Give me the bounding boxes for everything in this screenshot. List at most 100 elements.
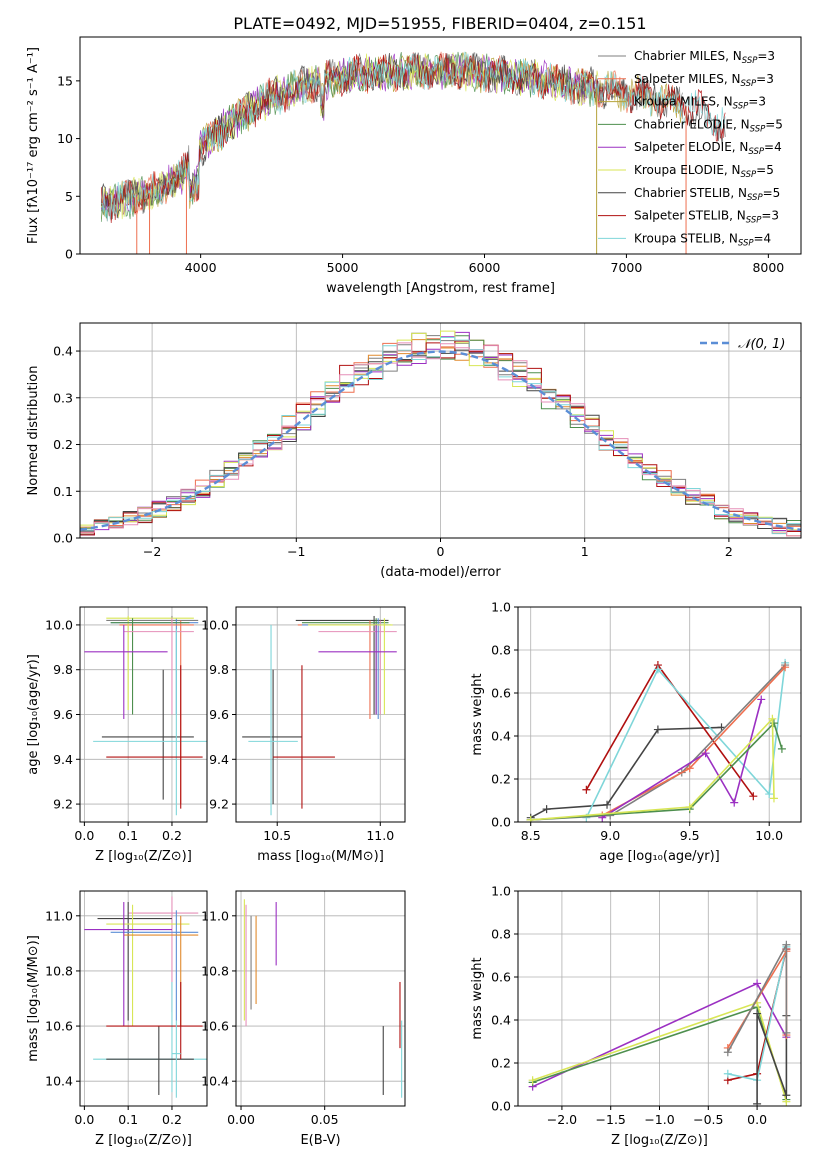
tick-label-y: 0.2 [491,1056,511,1071]
tick-label-y: 9.6 [53,707,73,722]
weight-marker [685,764,694,773]
tick-label-y: 10.6 [201,1019,229,1034]
x-axis-label: (data-model)/error [380,565,501,580]
x-axis-label: E(B-V) [300,1133,340,1148]
panel-mass_vs_EBV: 0.00 0.05 10.4 10.6 10.8 11.0 E(B-V) [201,890,406,1148]
tick-label-y: 9.4 [53,752,73,767]
tick-label-x: 0.2 [162,1112,182,1127]
plot-area [80,330,801,538]
legend-label: Salpeter ELODIE, NSSP=4 [634,140,782,157]
weight-marker [730,798,739,807]
axes-frame [235,890,406,1107]
tick-label-x: 0.00 [227,1112,255,1127]
tick-label-x: 8.5 [521,828,541,843]
panel-mass_weight_vs_age: 8.5 9.0 9.5 10.0 0.0 0.2 0.4 0.6 0.8 1.0 age [log₁… [470,600,802,864]
legend-label-gauss: 𝒩(0, 1) [738,337,785,352]
weight-marker [542,805,551,814]
weight-marker [723,1069,732,1078]
tick-label-x: 5000 [327,260,359,275]
weight-marker [782,940,791,949]
weight-marker [768,714,777,723]
tick-label-y: 0.4 [491,1013,511,1028]
tick-label-y: 9.2 [53,797,73,812]
tick-label-y: 0 [65,247,73,262]
tick-label-x: 10.0 [755,828,783,843]
y-axis-label: mass [log₁₀(M/M⊙)] [26,935,41,1062]
tick-label-y: 10.0 [45,617,73,632]
tick-label-y: 10.6 [45,1019,73,1034]
plot-area [242,615,397,816]
tick-label-x: 1 [581,544,589,559]
gauss-curve [80,350,801,531]
tick-label-y: 0.8 [491,927,511,942]
weight-marker [769,794,778,803]
weight-marker [753,979,762,988]
weight-marker [753,1099,762,1106]
weight-line [530,664,786,821]
weight-marker [701,749,710,758]
tick-label-x: 0 [437,544,445,559]
weight-marker [782,1091,791,1100]
tick-label-y: 1.0 [491,884,511,899]
tick-label-y: 10 [57,131,73,146]
tick-label-y: 0.2 [53,437,73,452]
tick-label-y: 0.6 [491,970,511,985]
tick-label-y: 1.0 [491,600,511,615]
legend-label: Kroupa STELIB, NSSP=4 [634,231,771,248]
plot-area [526,658,790,822]
tick-label-y: 9.4 [209,752,229,767]
legend-label: Kroupa MILES, NSSP=3 [634,95,766,112]
figure-title: PLATE=0492, MJD=51955, FIBERID=0404, z=0… [233,14,646,33]
weight-line [585,663,754,797]
weight-marker [603,800,612,809]
tick-label-x: 11.0 [366,828,394,843]
weight-marker [757,695,766,704]
legend-label: Chabrier MILES, NSSP=3 [634,49,775,66]
tick-label-x: 10.5 [263,828,291,843]
plot-area [243,899,403,1098]
x-axis-label: Z [log₁₀(Z/Z⊙)] [611,1133,708,1148]
tick-label-y: 0.4 [53,344,73,359]
tick-label-y: 0.4 [491,729,511,744]
weight-line [585,662,786,819]
y-axis-label: Normed distribution [26,366,41,496]
axes-frame [517,606,802,823]
tick-label-x: 9.0 [600,828,620,843]
tick-label-y: 10.8 [45,963,73,978]
weight-marker [528,1076,537,1085]
weight-marker [526,815,535,822]
tick-label-x: 7000 [611,260,643,275]
tick-label-y: 5 [65,189,73,204]
x-axis-label: wavelength [Angstrom, rest frame] [326,281,555,296]
weight-marker [782,1028,791,1037]
plot-area [84,896,207,1098]
x-axis-label: age [log₁₀(age/yr)] [599,849,720,864]
plot-area [100,51,726,254]
weight-marker [685,802,694,811]
tick-label-y: 10.0 [201,617,229,632]
legend-label: Kroupa ELODIE, NSSP=5 [634,163,774,180]
legend: Chabrier MILES, NSSP=3 Salpeter MILES, NS… [598,49,783,248]
tick-label-x: −1 [287,544,305,559]
tick-label-y: 10.4 [45,1074,73,1089]
tick-label-y: 11.0 [45,908,73,923]
legend-label: Salpeter MILES, NSSP=3 [634,72,774,89]
y-axis-label: age [log₁₀(age/yr)] [26,654,41,775]
tick-label-y: 0.6 [491,686,511,701]
tick-label-x: −2 [143,544,161,559]
axes-frame [79,890,208,1107]
panel-age_vs_Z: 0.0 0.1 0.2 9.2 9.4 9.6 9.8 10.0 Z [log₁₀(Z/Z⊙)]… [26,606,208,864]
tick-label-y: 0.3 [53,390,73,405]
tick-label-y: 0.0 [491,815,511,830]
x-axis-label: Z [log₁₀(Z/Z⊙)] [95,1133,192,1148]
tick-label-x: 4000 [185,260,217,275]
tick-label-y: 0.2 [491,772,511,787]
tick-label-x: 0.1 [118,1112,138,1127]
x-axis-label: mass [log₁₀(M/M⊙)] [257,849,384,864]
tick-label-x: −0.5 [693,1112,723,1127]
y-axis-label: Flux [fλ10⁻¹⁷ erg cm⁻² s⁻¹ A⁻¹] [26,47,41,244]
panel-spectrum: 4000 5000 6000 7000 8000 0 5 10 15 wavelength [An… [26,36,802,296]
plot-area [84,615,207,816]
panel-age_vs_mass: 10.5 11.0 9.2 9.4 9.6 9.8 10.0 mass [log₁₀(M/M⊙… [201,606,406,864]
tick-label-x: 0.1 [118,828,138,843]
